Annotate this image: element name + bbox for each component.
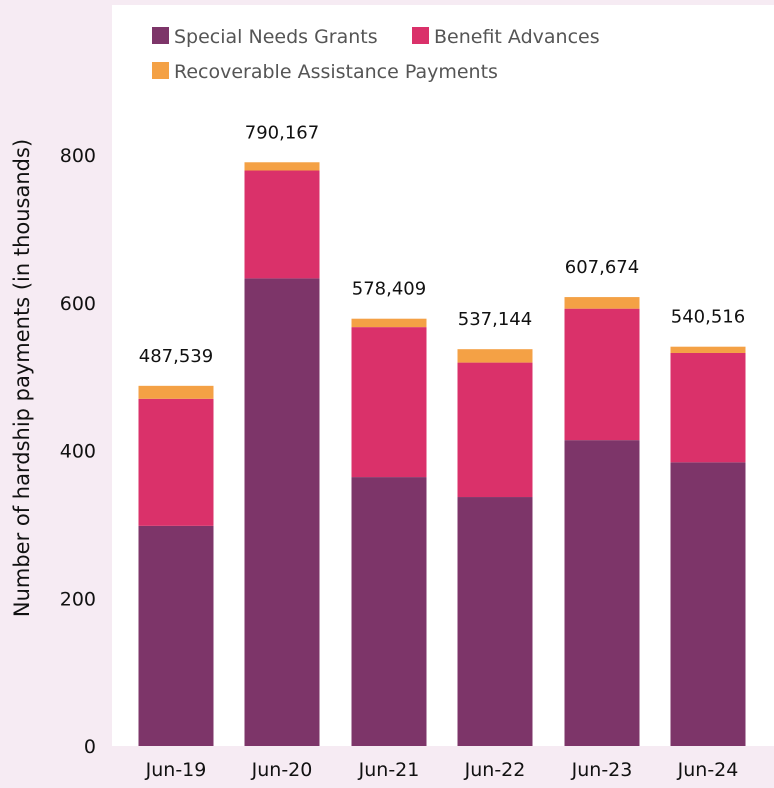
x-category-label: Jun-22 bbox=[464, 759, 526, 781]
bar-segment-recoverable-assistance-payments bbox=[138, 385, 214, 399]
bar-segment-special-needs-grants bbox=[670, 462, 746, 746]
bar-segment-recoverable-assistance-payments bbox=[351, 318, 427, 328]
bar-segment-benefit-advances bbox=[457, 362, 533, 498]
bar-segment-special-needs-grants bbox=[244, 278, 320, 746]
bar-total-label: 578,409 bbox=[352, 279, 426, 300]
bar-segment-special-needs-grants bbox=[138, 525, 214, 746]
bar-total-label: 487,539 bbox=[139, 346, 213, 367]
legend-label: Benefit Advances bbox=[434, 26, 600, 48]
y-tick-label: 800 bbox=[60, 145, 96, 167]
bar-segment-special-needs-grants bbox=[351, 477, 427, 746]
x-category-label: Jun-21 bbox=[358, 759, 420, 781]
y-axis-title: Number of hardship payments (in thousand… bbox=[10, 139, 34, 617]
bar-total-label: 540,516 bbox=[671, 307, 745, 328]
bar-total-label: 790,167 bbox=[245, 122, 319, 143]
bar-segment-recoverable-assistance-payments bbox=[457, 349, 533, 363]
x-category-label: Jun-19 bbox=[145, 759, 207, 781]
bar-segment-recoverable-assistance-payments bbox=[564, 297, 640, 309]
bar-total-label: 537,144 bbox=[458, 309, 532, 330]
bar-segment-benefit-advances bbox=[138, 398, 214, 526]
bar-segment-benefit-advances bbox=[670, 352, 746, 463]
bar-total-label: 607,674 bbox=[565, 257, 639, 278]
plot-area bbox=[112, 5, 774, 746]
bar-segment-special-needs-grants bbox=[564, 440, 640, 746]
y-tick-label: 200 bbox=[60, 588, 96, 610]
bar-segment-special-needs-grants bbox=[457, 497, 533, 746]
legend-label: Special Needs Grants bbox=[174, 26, 378, 48]
bar-segment-benefit-advances bbox=[244, 170, 320, 279]
y-tick-label: 600 bbox=[60, 293, 96, 315]
bar-segment-recoverable-assistance-payments bbox=[244, 162, 320, 171]
bar-segment-benefit-advances bbox=[351, 327, 427, 478]
bar-segment-recoverable-assistance-payments bbox=[670, 346, 746, 353]
x-category-label: Jun-24 bbox=[677, 759, 739, 781]
y-tick-label: 0 bbox=[84, 736, 96, 758]
legend-swatch bbox=[152, 62, 169, 79]
legend-label: Recoverable Assistance Payments bbox=[174, 61, 498, 83]
legend-swatch bbox=[152, 27, 169, 44]
bar-segment-benefit-advances bbox=[564, 308, 640, 441]
legend-swatch bbox=[412, 27, 429, 44]
y-tick-label: 400 bbox=[60, 441, 96, 463]
x-category-label: Jun-20 bbox=[251, 759, 313, 781]
x-category-label: Jun-23 bbox=[571, 759, 633, 781]
